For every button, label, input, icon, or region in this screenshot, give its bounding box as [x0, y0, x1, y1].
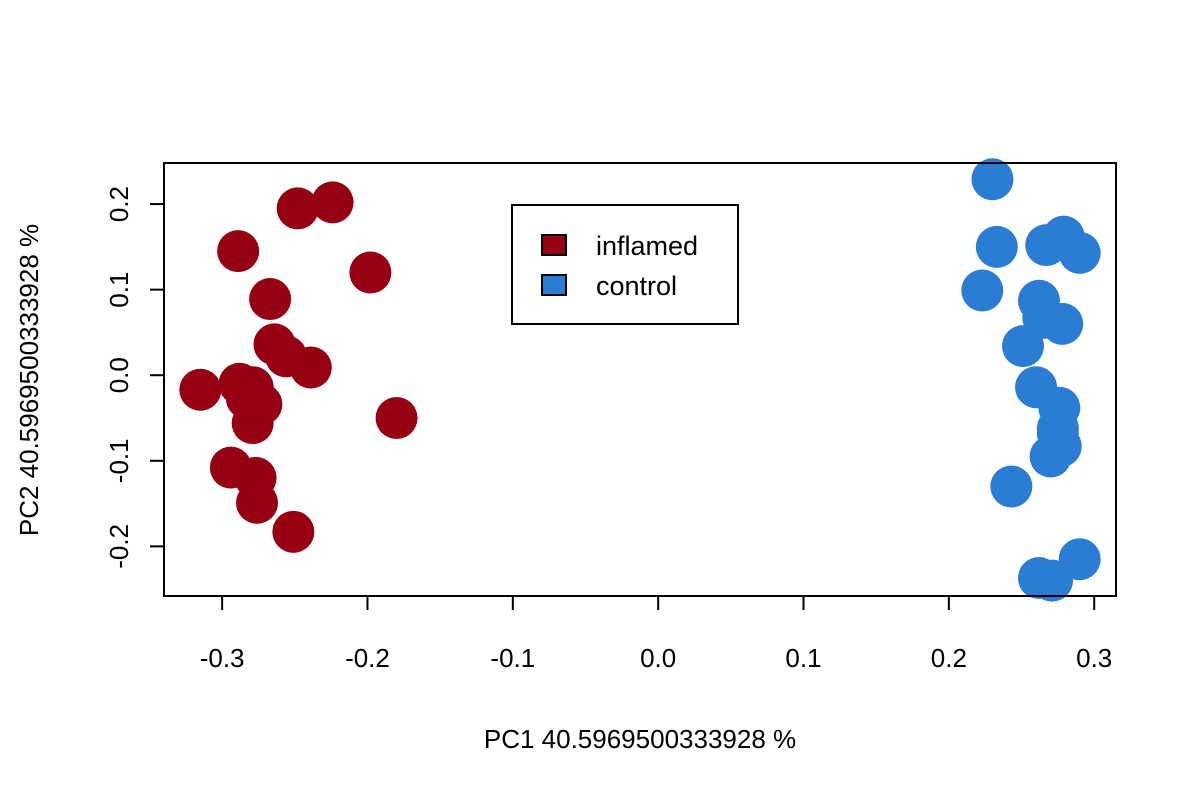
x-tick-label: -0.1: [490, 643, 535, 673]
legend-label-inflamed: inflamed: [596, 231, 698, 261]
legend-box: [511, 204, 739, 325]
x-tick-label: 0.1: [785, 643, 821, 673]
inflamed-point-0: [311, 181, 354, 224]
inflamed-point-1: [276, 187, 319, 230]
legend-swatch-inflamed: [541, 234, 567, 256]
y-tick-label: 0.0: [104, 357, 134, 393]
legend-swatch-control: [541, 274, 567, 296]
x-tick-label: 0.2: [931, 643, 967, 673]
control-point-3: [1025, 224, 1068, 267]
y-tick-label: 0.2: [104, 186, 134, 222]
legend-label-control: control: [596, 271, 677, 301]
plot-frame: [163, 162, 1117, 597]
x-tick-label: -0.3: [200, 643, 245, 673]
x-tick-label: -0.2: [345, 643, 390, 673]
inflamed-point-4: [249, 278, 292, 321]
y-tick-label: 0.1: [104, 272, 134, 308]
inflamed-point-18: [272, 510, 315, 553]
control-point-0: [971, 158, 1014, 201]
points-layer: [179, 158, 1101, 602]
x-tick-label: 0.0: [640, 643, 676, 673]
control-point-16: [990, 465, 1033, 508]
inflamed-point-8: [179, 368, 222, 411]
inflamed-point-17: [236, 481, 279, 524]
control-point-1: [975, 225, 1018, 268]
control-point-15: [1029, 435, 1072, 478]
inflamed-point-2: [217, 230, 260, 273]
inflamed-point-13: [231, 402, 274, 445]
control-point-5: [961, 269, 1004, 312]
inflamed-point-14: [375, 397, 418, 440]
control-point-8: [1041, 302, 1084, 345]
y-axis-label: PC2 40.5969500333928 %: [14, 224, 44, 536]
x-axis-label: PC1 40.5969500333928 %: [484, 724, 796, 754]
x-tick-label: 0.3: [1076, 643, 1112, 673]
control-point-4: [1058, 231, 1101, 274]
legend: inflamed control: [511, 204, 739, 325]
inflamed-point-7: [289, 346, 332, 389]
y-tick-label: -0.1: [104, 438, 134, 483]
inflamed-point-3: [349, 251, 392, 294]
control-point-9: [1001, 325, 1044, 368]
control-point-19: [1031, 559, 1074, 602]
y-tick-label: -0.2: [104, 524, 134, 569]
